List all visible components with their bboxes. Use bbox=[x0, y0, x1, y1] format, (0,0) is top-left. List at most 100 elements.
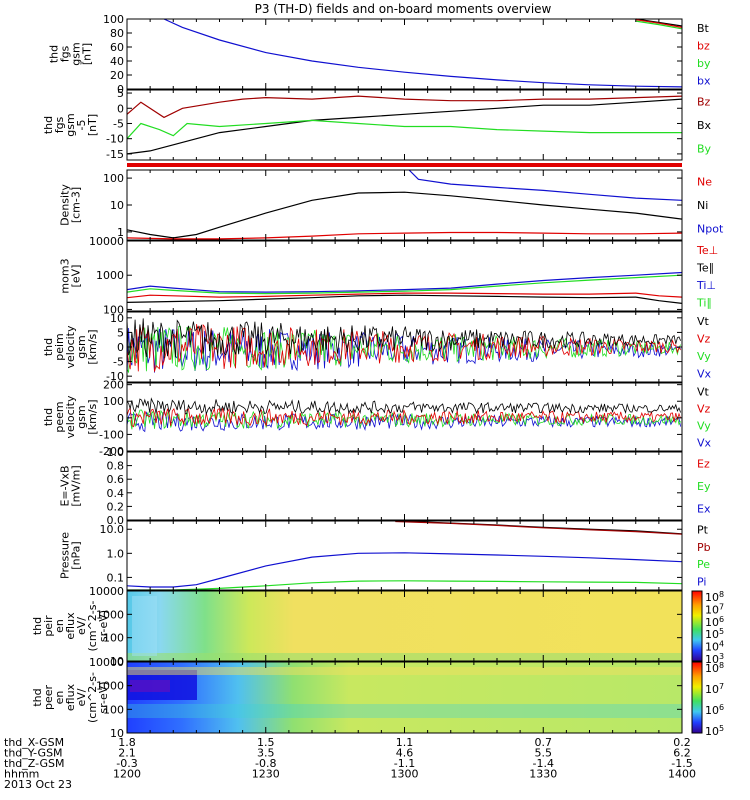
p10-ylabel-line: (cm^2-s- bbox=[86, 601, 99, 652]
p8-ylabel: E=-VxB[mV/m] bbox=[59, 465, 83, 506]
p7-ylabel-line: [km/s] bbox=[86, 399, 99, 434]
p5-ylabel-line: mom3 bbox=[59, 258, 72, 293]
p2-frame bbox=[126, 89, 683, 161]
p5-ylabel-line: [eV] bbox=[70, 265, 83, 288]
p5-series-ti bbox=[126, 271, 683, 293]
axis-row-value: 2.1 bbox=[118, 747, 136, 760]
axis-row-value: 1200 bbox=[113, 768, 141, 781]
p4-ytick-label: 100 bbox=[103, 172, 124, 185]
axis-row-value: 1300 bbox=[391, 768, 419, 781]
p10-ylabel-line: peir bbox=[42, 615, 55, 637]
p6-ylabel-line: thd bbox=[42, 338, 55, 356]
p1-series-bx bbox=[163, 18, 683, 88]
p7-ylabel-line: velocity bbox=[64, 395, 77, 438]
p11-colorbar-label: 106 bbox=[705, 703, 724, 717]
p8-ytick-label: 0.2 bbox=[107, 500, 125, 513]
p11-ylabel-line: peer bbox=[42, 685, 55, 711]
p1-ylabel-line: gsm bbox=[70, 42, 83, 65]
axis-row-value: 1.5 bbox=[257, 736, 275, 749]
p1-legend-bx: bx bbox=[697, 74, 711, 87]
axis-row-value: -1.4 bbox=[533, 757, 554, 770]
flag-band bbox=[127, 163, 682, 167]
p5-ytick-label: 100 bbox=[103, 303, 124, 316]
p6-ytick-label: 10 bbox=[110, 312, 124, 325]
p5-series-te bbox=[126, 292, 683, 299]
p10-hotspot bbox=[132, 596, 157, 656]
p7-ytick-label: 100 bbox=[103, 395, 124, 408]
p5-legend-te: Te⊥ bbox=[696, 244, 718, 257]
p5-legend-te: Te∥ bbox=[696, 261, 714, 274]
p9-ylabel-line: Pressure bbox=[59, 532, 72, 579]
p4-legend-npot: Npot bbox=[697, 222, 724, 235]
p7-noise-red bbox=[126, 406, 681, 428]
p1-series-bt bbox=[635, 18, 683, 27]
p9-legend-pe: Pe bbox=[697, 558, 710, 571]
p6-ytick-label: -10 bbox=[106, 370, 124, 383]
axis-row-value: 3.5 bbox=[257, 747, 275, 760]
p4-ylabel-line: [cm-3] bbox=[70, 187, 83, 223]
p8-frame bbox=[126, 451, 683, 521]
p7-noise-black bbox=[126, 397, 681, 416]
p11-ylabel-line: thd bbox=[31, 688, 44, 706]
axis-row-value: -1.5 bbox=[671, 757, 692, 770]
axis-row-value: 5.5 bbox=[535, 747, 553, 760]
p1-ytick-label: 80 bbox=[110, 27, 124, 40]
p11-core bbox=[130, 680, 170, 692]
figure-title: P3 (TH-D) fields and on-board moments ov… bbox=[255, 2, 552, 16]
p2-ylabel-line: [nT] bbox=[86, 114, 99, 136]
p1-ylabel-line: [nT] bbox=[81, 43, 94, 65]
p5-series-te bbox=[126, 294, 683, 304]
p4-legend-ni: Ni bbox=[697, 199, 708, 212]
axis-row-value: 0.2 bbox=[673, 736, 691, 749]
p2-ytick-label: 0 bbox=[117, 102, 124, 115]
p10-ylabel-line: thd bbox=[31, 617, 44, 635]
p5-legend-ti: Ti∥ bbox=[696, 296, 712, 309]
axis-row-value: -0.8 bbox=[255, 757, 276, 770]
p2-series-by bbox=[126, 119, 682, 140]
p1-ytick-label: 40 bbox=[110, 55, 124, 68]
p7-ytick-label: -200 bbox=[99, 445, 124, 458]
p8-ytick-label: 0.4 bbox=[107, 487, 125, 500]
p1-ytick-label: 20 bbox=[110, 69, 124, 82]
p4-series-npot bbox=[408, 169, 683, 201]
p7-ylabel-line: thd bbox=[42, 408, 55, 426]
p1-ylabel-line: fgs bbox=[59, 45, 72, 62]
p1-ytick-label: 0 bbox=[117, 83, 124, 96]
p1-legend-bt: Bt bbox=[697, 22, 710, 35]
p11-ytick-label: 10000 bbox=[89, 656, 124, 669]
p4-ytick-label: 1 bbox=[117, 226, 124, 239]
p7-ytick-label: 0 bbox=[117, 412, 124, 425]
p6-legend-vx: Vx bbox=[697, 367, 712, 380]
axis-row-value: 6.2 bbox=[673, 747, 691, 760]
p4-legend-ne: Ne bbox=[697, 176, 712, 189]
axis-row-value: 1230 bbox=[252, 768, 280, 781]
p8-ytick-label: 1.0 bbox=[107, 446, 125, 459]
p7-ylabel-line: peem bbox=[53, 401, 66, 432]
p6-legend-vt: Vt bbox=[697, 315, 710, 328]
p6-noise-black bbox=[126, 318, 681, 359]
p6-legend-vz: Vz bbox=[697, 332, 711, 345]
p1-series-by bbox=[635, 20, 683, 30]
p11-topband bbox=[127, 667, 682, 675]
p6-ylabel-line: peim bbox=[53, 333, 66, 361]
p1-ytick-label: 100 bbox=[103, 13, 124, 26]
axis-row-label: thd_Z-GSM bbox=[4, 757, 64, 770]
axis-row-value: 1330 bbox=[529, 768, 557, 781]
p11-colorbar bbox=[691, 661, 703, 734]
p11-ylabel-line: sr-eV) bbox=[97, 681, 110, 713]
p5-series-ti bbox=[126, 274, 683, 295]
p2-ylabel-line: gsm bbox=[64, 113, 77, 136]
p4-ylabel: Density[cm-3] bbox=[59, 184, 83, 226]
p9-ylabel-line: [nPa] bbox=[70, 541, 83, 569]
p2-series-bz bbox=[126, 95, 683, 119]
p5-ytick-label: 1000 bbox=[96, 269, 124, 282]
p7-legend-vy: Vy bbox=[697, 420, 711, 433]
p7-ylabel-line: gsm bbox=[75, 405, 88, 428]
p1-legend-by: by bbox=[697, 57, 711, 70]
axis-row-label: thd_X-GSM bbox=[4, 736, 64, 749]
p11-colorbar-label: 108 bbox=[705, 661, 724, 675]
